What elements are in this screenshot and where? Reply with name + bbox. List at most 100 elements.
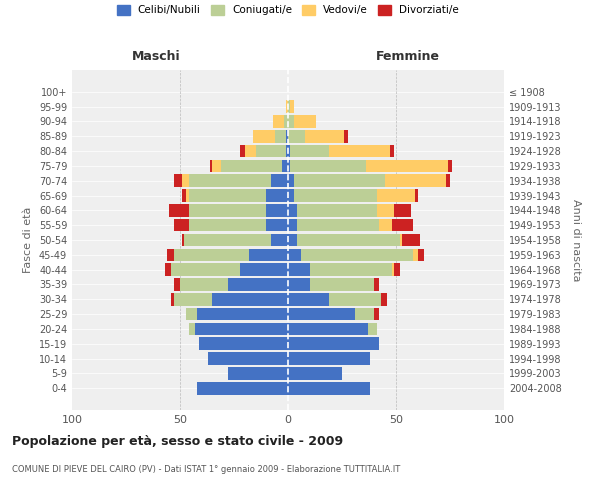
Bar [288,130,305,142]
Bar [392,219,413,232]
Bar [256,145,286,158]
Bar [284,115,288,128]
Bar [288,278,310,291]
Bar [167,248,173,261]
Bar [288,189,295,202]
Bar [288,204,296,216]
Bar [227,367,288,380]
Bar [221,160,281,172]
Bar [169,204,188,216]
Bar [310,278,374,291]
Bar [415,189,418,202]
Bar [197,308,288,320]
Bar [197,382,288,394]
Bar [187,308,197,320]
Bar [290,160,366,172]
Bar [288,352,370,365]
Y-axis label: Anni di nascita: Anni di nascita [571,198,581,281]
Bar [288,322,368,335]
Bar [403,234,420,246]
Bar [275,130,286,142]
Bar [288,160,290,172]
Bar [172,264,241,276]
Bar [173,174,182,187]
Bar [305,130,344,142]
Bar [188,174,271,187]
Bar [329,293,381,306]
Bar [296,219,379,232]
Bar [188,204,266,216]
Bar [295,115,316,128]
Bar [296,234,400,246]
Bar [182,189,187,202]
Bar [366,160,448,172]
Bar [172,293,173,306]
Bar [295,174,385,187]
Bar [188,322,195,335]
Bar [288,219,296,232]
Bar [288,338,379,350]
Bar [288,382,370,394]
Text: Popolazione per età, sesso e stato civile - 2009: Popolazione per età, sesso e stato civil… [12,435,343,448]
Bar [195,322,288,335]
Bar [344,130,349,142]
Bar [377,204,394,216]
Bar [245,145,256,158]
Bar [208,352,288,365]
Bar [173,248,249,261]
Bar [182,234,184,246]
Bar [394,204,411,216]
Legend: Celibi/Nubili, Coniugati/e, Vedovi/e, Divorziati/e: Celibi/Nubili, Coniugati/e, Vedovi/e, Di… [117,5,459,15]
Bar [290,100,295,113]
Bar [296,204,377,216]
Bar [368,322,377,335]
Bar [374,308,379,320]
Bar [288,264,310,276]
Bar [392,264,394,276]
Bar [377,189,415,202]
Bar [290,145,329,158]
Bar [184,234,271,246]
Bar [173,278,180,291]
Bar [385,174,446,187]
Bar [286,145,288,158]
Bar [266,219,288,232]
Bar [188,219,266,232]
Bar [295,189,377,202]
Bar [187,189,188,202]
Text: Femmine: Femmine [376,50,440,62]
Bar [188,189,266,202]
Bar [210,160,212,172]
Bar [173,293,212,306]
Bar [374,278,379,291]
Bar [288,174,295,187]
Bar [241,264,288,276]
Bar [271,174,288,187]
Text: COMUNE DI PIEVE DEL CAIRO (PV) - Dati ISTAT 1° gennaio 2009 - Elaborazione TUTTI: COMUNE DI PIEVE DEL CAIRO (PV) - Dati IS… [12,465,400,474]
Bar [180,278,227,291]
Bar [212,160,221,172]
Bar [355,308,374,320]
Bar [288,234,296,246]
Bar [394,264,400,276]
Bar [227,278,288,291]
Bar [301,248,413,261]
Bar [288,145,290,158]
Bar [389,145,394,158]
Bar [418,248,424,261]
Bar [241,145,245,158]
Text: Maschi: Maschi [131,50,181,62]
Bar [288,248,301,261]
Bar [448,160,452,172]
Bar [253,130,275,142]
Bar [446,174,450,187]
Bar [400,234,403,246]
Bar [266,204,288,216]
Bar [165,264,172,276]
Bar [288,308,355,320]
Bar [182,174,188,187]
Bar [329,145,389,158]
Bar [413,248,418,261]
Bar [199,338,288,350]
Bar [273,115,284,128]
